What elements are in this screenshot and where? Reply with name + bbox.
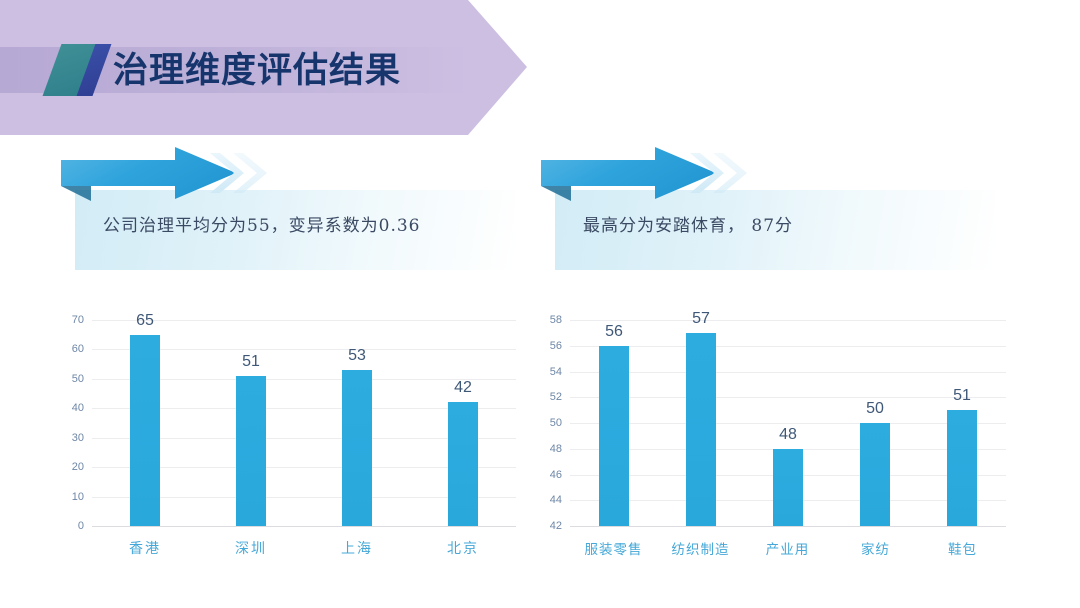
bar[interactable] bbox=[130, 335, 160, 526]
chart-industry: 42 44 46 48 50 52 54 56 58 56 服装零售 57 纺织制造 48 产业用 50 家纺 5… bbox=[542, 298, 1012, 568]
y-axis-tick-label: 52 bbox=[549, 391, 562, 404]
page-title: 治理维度评估结果 bbox=[113, 51, 402, 91]
arrow-shadow bbox=[61, 186, 91, 201]
callout-average-score: 公司治理平均分为55，变异系数为0.36 bbox=[55, 145, 535, 275]
x-axis-tick-label: 深圳 bbox=[235, 541, 267, 557]
y-axis-tick-label: 54 bbox=[549, 365, 562, 378]
bar[interactable] bbox=[342, 370, 372, 526]
y-axis-tick-label: 42 bbox=[549, 520, 562, 532]
y-axis-tick-label: 44 bbox=[549, 494, 562, 507]
bar-value-label: 50 bbox=[866, 400, 884, 417]
y-axis-tick-label: 58 bbox=[549, 314, 562, 326]
bar-value-label: 48 bbox=[779, 426, 797, 443]
x-axis-tick-label: 服装零售 bbox=[584, 542, 643, 558]
y-axis-tick-label: 60 bbox=[71, 343, 84, 356]
chart-region: 0 10 20 30 40 50 60 70 65 香港 51 深圳 53 上海 42 北京 bbox=[62, 298, 522, 568]
bar-value-label: 56 bbox=[605, 323, 623, 340]
gridline bbox=[92, 408, 516, 409]
y-axis-tick-label: 48 bbox=[549, 442, 562, 455]
x-axis-tick-label: 香港 bbox=[129, 541, 161, 557]
bar[interactable] bbox=[773, 449, 803, 526]
bar[interactable] bbox=[599, 346, 629, 526]
bar[interactable] bbox=[947, 410, 977, 526]
y-axis-tick-label: 50 bbox=[549, 417, 562, 429]
bar-value-label: 51 bbox=[242, 353, 260, 370]
callout-text: 公司治理平均分为55，变异系数为0.36 bbox=[103, 216, 421, 236]
callout-box bbox=[555, 190, 995, 270]
gridline bbox=[92, 379, 516, 380]
bar[interactable] bbox=[448, 402, 478, 526]
gridline bbox=[570, 423, 1006, 424]
gridline bbox=[570, 372, 1006, 373]
bar[interactable] bbox=[860, 423, 890, 526]
x-axis-tick-label: 纺织制造 bbox=[671, 542, 730, 558]
y-axis-tick-label: 40 bbox=[71, 402, 84, 415]
y-axis-tick-label: 0 bbox=[77, 520, 84, 532]
y-axis-tick-label: 20 bbox=[71, 461, 84, 474]
x-axis-tick-label: 上海 bbox=[341, 541, 373, 557]
y-axis-tick-label: 56 bbox=[549, 339, 562, 352]
gridline bbox=[92, 349, 516, 350]
callout-text: 最高分为安踏体育， 87分 bbox=[583, 216, 794, 236]
gridline bbox=[92, 497, 516, 498]
right-arrow-icon bbox=[535, 145, 747, 205]
y-axis-tick-label: 46 bbox=[549, 468, 562, 481]
gridline bbox=[92, 320, 516, 321]
gridline bbox=[92, 438, 516, 439]
callout-highest-score: 最高分为安踏体育， 87分 bbox=[535, 145, 1015, 275]
gridline bbox=[570, 397, 1006, 398]
gridline bbox=[570, 346, 1006, 347]
gridline bbox=[92, 526, 516, 527]
gridline bbox=[570, 526, 1006, 527]
right-arrow-icon bbox=[55, 145, 267, 205]
bar-value-label: 42 bbox=[454, 379, 472, 396]
y-axis-tick-label: 50 bbox=[71, 372, 84, 385]
bar[interactable] bbox=[686, 333, 716, 526]
gridline bbox=[570, 320, 1006, 321]
x-axis-tick-label: 家纺 bbox=[861, 542, 890, 558]
bar[interactable] bbox=[236, 376, 266, 526]
arrow-shadow bbox=[541, 186, 571, 201]
bar-value-label: 53 bbox=[348, 347, 366, 364]
bar-value-label: 65 bbox=[136, 312, 154, 329]
bar-value-label: 51 bbox=[953, 387, 971, 404]
callout-box bbox=[75, 190, 515, 270]
x-axis-tick-label: 鞋包 bbox=[948, 542, 977, 558]
gridline bbox=[92, 467, 516, 468]
y-axis-tick-label: 30 bbox=[71, 431, 84, 444]
y-axis-tick-label: 70 bbox=[71, 314, 84, 326]
bar-value-label: 57 bbox=[692, 310, 710, 327]
x-axis-tick-label: 产业用 bbox=[765, 542, 810, 558]
x-axis-tick-label: 北京 bbox=[447, 541, 479, 557]
y-axis-tick-label: 10 bbox=[71, 490, 84, 503]
